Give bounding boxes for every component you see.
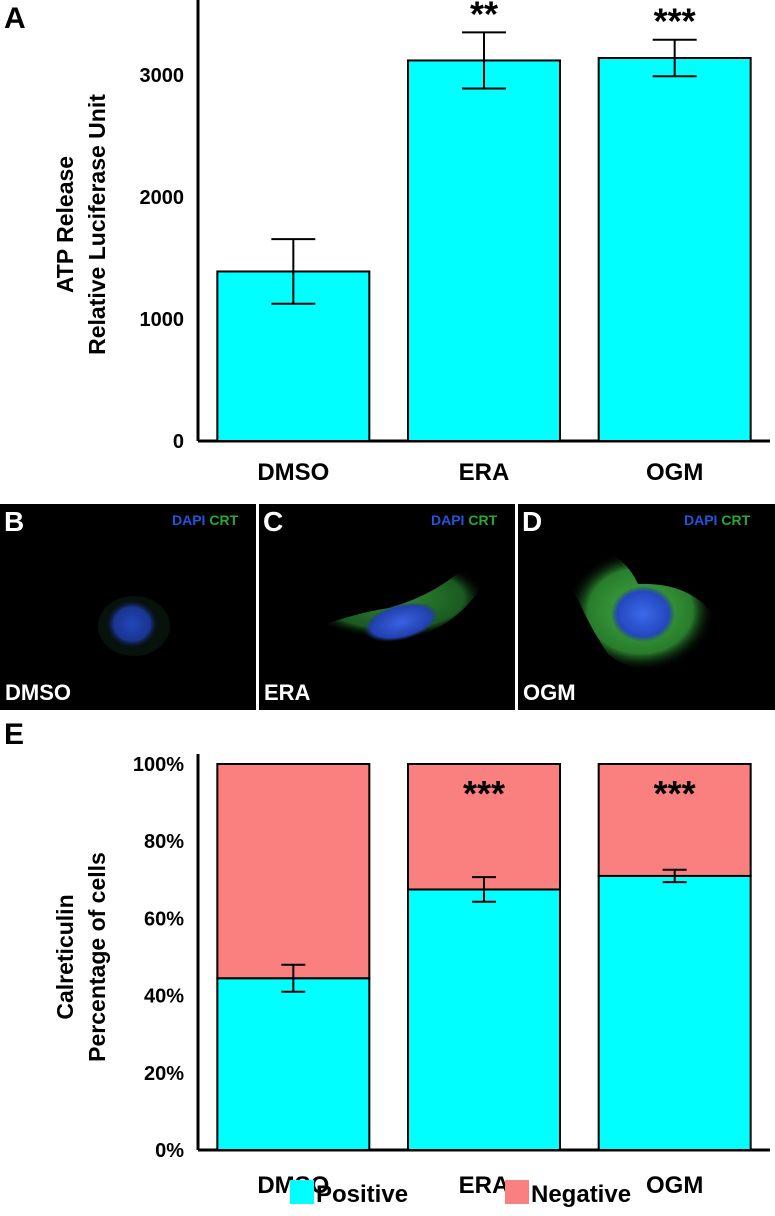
x-tick-label: OGM — [646, 1172, 703, 1199]
legend-swatch-positive — [290, 1180, 314, 1204]
y-axis-label: ATP Release Relative Luciferase Unit — [52, 94, 110, 355]
bar-negative — [216, 763, 371, 980]
x-tick-label: ERA — [459, 1172, 510, 1199]
y-tick-label: 0% — [155, 1140, 184, 1162]
y-axis-label: Calreticulin Percentage of cells — [52, 852, 110, 1062]
bar-negative — [407, 763, 561, 891]
y-tick-label: 60% — [144, 908, 184, 930]
legend-swatch-negative — [505, 1180, 529, 1204]
significance-label: ** — [470, 0, 498, 34]
bar-positive — [216, 977, 371, 1152]
condition-label: ERA — [264, 680, 311, 705]
panel-label-e: E — [4, 718, 24, 751]
significance-label: *** — [654, 773, 696, 814]
bar-positive — [407, 888, 561, 1151]
condition-label: DMSO — [5, 680, 71, 705]
y-axis-label-line: Relative Luciferase Unit — [84, 94, 110, 355]
stain-legend: DAPI CRT — [172, 512, 239, 528]
y-tick-label: 100% — [133, 754, 184, 776]
bar-positive — [597, 874, 752, 1151]
y-axis-label-line: Calreticulin — [52, 894, 78, 1019]
y-tick-label: 3000 — [140, 65, 185, 87]
y-axis-label-line: ATP Release — [52, 156, 78, 293]
y-tick-label: 40% — [144, 986, 184, 1008]
micrograph-era: C DAPI CRT ERA — [259, 504, 515, 710]
stain-legend: DAPI CRT — [431, 512, 498, 528]
significance-label: *** — [463, 773, 505, 814]
y-tick-label: 80% — [144, 831, 184, 853]
micrograph-ogm: D DAPI CRT OGM — [518, 504, 775, 710]
y-tick-label: 2000 — [140, 187, 185, 209]
micrograph-dmso: B DAPI CRT DMSO — [0, 504, 256, 710]
calreticulin-chart: E Calreticulin Percentage of cells 0% 20% 40… — [4, 718, 770, 1208]
x-tick-label: OGM — [646, 459, 703, 486]
y-axis-label-line: Percentage of cells — [84, 852, 110, 1062]
y-tick-label: 20% — [144, 1063, 184, 1085]
y-tick-label: 1000 — [140, 309, 185, 331]
legend-label-negative: Negative — [531, 1181, 631, 1208]
x-tick-label: ERA — [459, 459, 510, 486]
atp-release-chart: A ATP Release Relative Luciferase Unit 0 10… — [4, 0, 770, 486]
panel-label-d: D — [522, 506, 543, 537]
panel-label-b: B — [4, 506, 25, 537]
legend-label-positive: Positive — [316, 1181, 408, 1208]
panel-label-a: A — [4, 2, 26, 35]
y-tick-label: 0 — [173, 431, 184, 453]
condition-label: OGM — [523, 680, 576, 705]
bar-negative — [597, 763, 752, 877]
bar — [407, 59, 561, 443]
x-tick-label: DMSO — [257, 459, 329, 486]
significance-label: *** — [654, 1, 696, 42]
panel-label-c: C — [263, 506, 284, 537]
stain-legend: DAPI CRT — [684, 512, 751, 528]
bar — [597, 57, 752, 442]
